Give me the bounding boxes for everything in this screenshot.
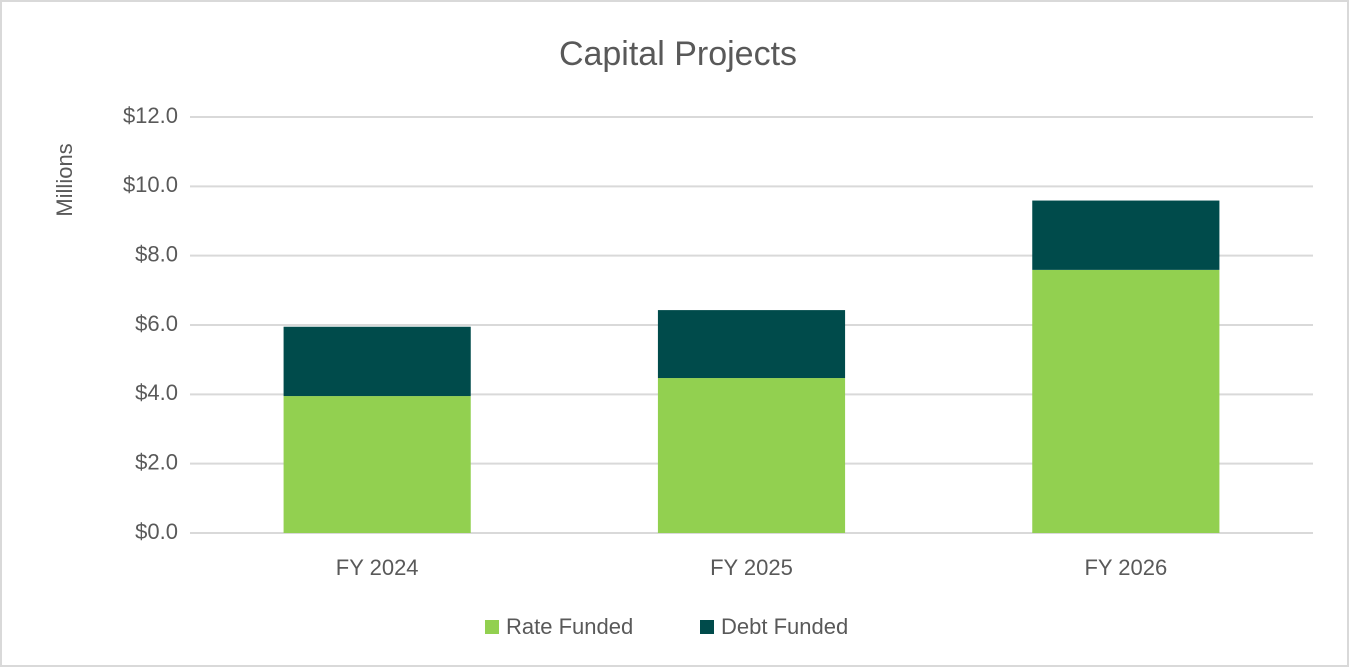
bar-segment — [1032, 200, 1220, 270]
legend-swatch — [700, 620, 714, 634]
y-tick-label: $0.0 — [135, 519, 178, 544]
bar-segment — [1032, 269, 1220, 533]
y-axis-label: Millions — [52, 143, 77, 216]
bar-segment — [283, 396, 471, 533]
bar-segment — [657, 378, 846, 533]
legend-swatch — [485, 620, 499, 634]
y-tick-label: $4.0 — [135, 380, 178, 405]
y-tick-label: $6.0 — [135, 311, 178, 336]
bar-segment — [657, 310, 846, 379]
legend-label: Rate Funded — [506, 614, 633, 639]
y-tick-label: $2.0 — [135, 449, 178, 474]
legend-label: Debt Funded — [721, 614, 848, 639]
bar-segment — [283, 326, 471, 397]
y-tick-label: $10.0 — [123, 172, 178, 197]
y-tick-label: $8.0 — [135, 241, 178, 266]
x-tick-label: FY 2025 — [710, 555, 793, 580]
x-tick-label: FY 2026 — [1084, 555, 1167, 580]
chart-title: Capital Projects — [559, 35, 797, 73]
y-tick-label: $12.0 — [123, 103, 178, 128]
x-tick-label: FY 2024 — [336, 555, 419, 580]
